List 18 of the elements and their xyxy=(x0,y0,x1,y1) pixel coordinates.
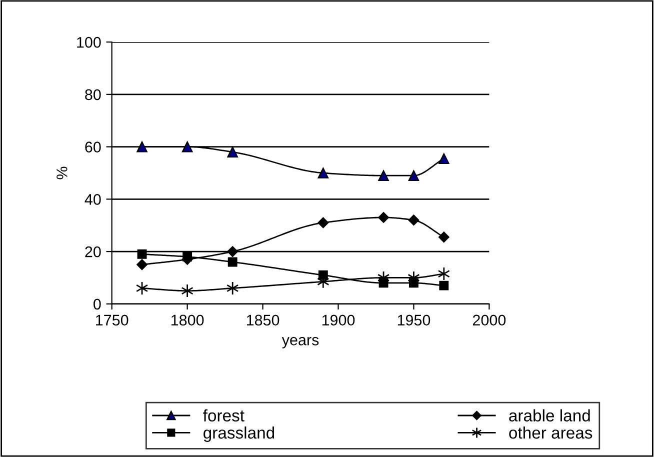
y-tick-label: 80 xyxy=(85,89,101,100)
x-tick-label: 1950 xyxy=(398,314,430,326)
y-tick-label: 40 xyxy=(84,194,101,205)
legend-label: other areas xyxy=(509,426,592,439)
x-axis-title: years xyxy=(282,336,319,348)
x-tick-label: 1800 xyxy=(171,314,204,326)
legend-label: grassland xyxy=(204,426,274,442)
x-tick-label: 1850 xyxy=(246,314,280,326)
legend-label: forest xyxy=(203,409,244,422)
x-tick-label: 1750 xyxy=(96,314,128,326)
y-tick-label: 20 xyxy=(85,246,101,258)
y-axis-title: % xyxy=(56,166,68,180)
y-tick-label: 0 xyxy=(94,298,101,310)
x-tick-label: 2000 xyxy=(472,314,506,326)
x-tick-label: 1900 xyxy=(322,314,355,326)
y-tick-label: 100 xyxy=(77,36,101,48)
legend-label: arable land xyxy=(509,409,590,422)
y-tick-label: 60 xyxy=(85,142,101,152)
